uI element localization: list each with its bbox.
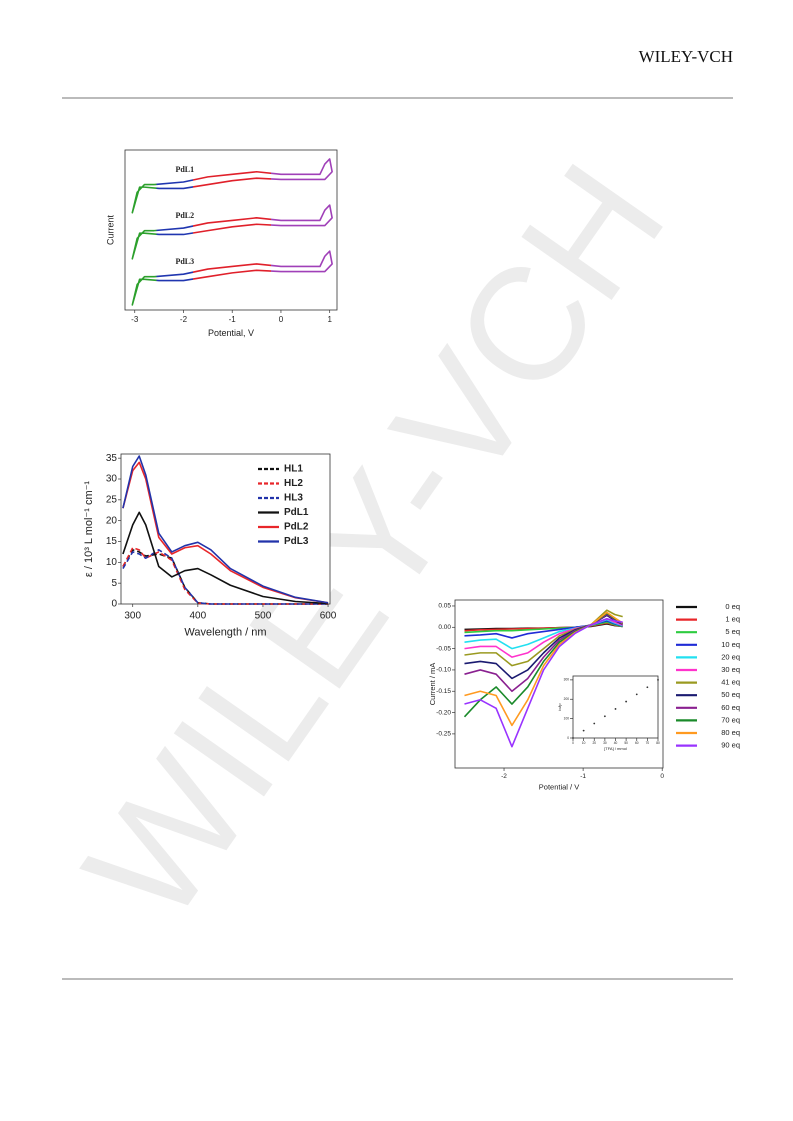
y-tick-label: -0.20 [436, 709, 451, 716]
y-tick-label: -0.15 [436, 688, 451, 695]
series-line [122, 549, 329, 605]
series-line [464, 611, 624, 727]
plot-frame [572, 675, 659, 739]
y-tick-label: 30 [106, 474, 118, 485]
x-tick-label: -2 [180, 315, 188, 324]
y-tick-label: 200 [564, 697, 570, 701]
scatter-point [603, 715, 606, 718]
y-axis-label: ε / 10³ L mol⁻¹ cm⁻¹ [83, 481, 95, 578]
x-tick-label: 60 [635, 741, 639, 745]
series-line [464, 621, 623, 634]
x-axis-label: Wavelength / nm [184, 627, 266, 639]
series-line [131, 250, 333, 306]
series-line [122, 461, 329, 604]
legend-label: PdL1 [284, 507, 309, 518]
x-tick-label: 300 [124, 611, 141, 622]
y-tick-label: 5 [111, 578, 117, 589]
x-tick-label: 0 [279, 315, 284, 324]
legend-label: 50 eq [721, 690, 740, 699]
legend-label: 70 eq [721, 715, 740, 724]
y-tick-label: 0.05 [438, 603, 451, 610]
legend-label: 5 eq [725, 627, 740, 636]
trace-label: PdL1 [175, 165, 194, 174]
legend-label: 10 eq [721, 640, 740, 649]
trace-label: PdL3 [175, 257, 194, 266]
y-tick-label: 20 [106, 515, 118, 526]
legend-label: 20 eq [721, 652, 740, 661]
y-tick-label: -0.05 [436, 645, 451, 652]
legend-label: PdL3 [284, 536, 309, 547]
y-tick-label: 100 [564, 716, 570, 720]
legend-label: 41 eq [721, 678, 740, 687]
y-axis-label: Current / mA [428, 663, 437, 706]
y-axis-label: ic/ip [557, 703, 562, 711]
x-tick-label: 600 [320, 611, 337, 622]
scatter-point [646, 686, 649, 689]
x-tick-label: -3 [131, 315, 139, 324]
scatter-point [625, 700, 628, 703]
x-tick-label: -2 [501, 773, 507, 780]
legend-label: 80 eq [721, 728, 740, 737]
y-tick-label: 15 [106, 536, 118, 547]
y-tick-label: 300 [564, 678, 570, 682]
series-line [122, 455, 329, 604]
series-line [464, 613, 624, 693]
y-tick-label: 0.00 [438, 624, 451, 631]
x-tick-label: 400 [189, 611, 206, 622]
x-tick-label: 10 [582, 741, 586, 745]
series-line [131, 158, 333, 214]
y-tick-label: -0.10 [436, 667, 451, 674]
y-tick-label: 35 [106, 453, 118, 464]
y-axis-label: Current [105, 214, 115, 245]
y-tick-label: 0 [567, 736, 569, 740]
series-line [122, 546, 329, 605]
y-tick-label: 10 [106, 557, 118, 568]
scatter-point [657, 678, 659, 681]
x-tick-label: 40 [614, 741, 618, 745]
x-tick-label: 80 [656, 741, 660, 745]
legend-label: 0 eq [725, 602, 740, 611]
series-line [122, 511, 329, 605]
scatter-point [582, 729, 585, 732]
x-tick-label: 50 [624, 741, 628, 745]
x-tick-label: 20 [592, 741, 596, 745]
x-axis-label: [TFA] / mmol [604, 746, 627, 751]
legend-label: 60 eq [721, 703, 740, 712]
legend-label: 1 eq [725, 615, 740, 624]
publisher: WILEY-VCH [639, 47, 733, 66]
scatter-point [635, 693, 638, 696]
scatter-point [593, 722, 596, 725]
series-line [464, 617, 623, 748]
y-tick-label: 25 [106, 494, 118, 505]
x-tick-label: 500 [255, 611, 272, 622]
x-tick-label: 30 [603, 741, 607, 745]
x-tick-label: 0 [660, 773, 664, 780]
x-tick-label: -1 [580, 773, 586, 780]
x-axis-label: Potential, V [208, 328, 254, 338]
legend-label: 30 eq [721, 665, 740, 674]
x-tick-label: 70 [646, 741, 650, 745]
y-tick-label: 0 [111, 599, 117, 610]
x-axis-label: Potential / V [539, 782, 579, 791]
x-tick-label: 1 [327, 315, 332, 324]
legend-label: HL3 [284, 493, 303, 504]
series-line [464, 620, 623, 639]
trace-label: PdL2 [175, 211, 194, 220]
legend-label: PdL2 [284, 522, 309, 533]
legend-label: 90 eq [721, 741, 740, 750]
series-line [131, 204, 333, 260]
x-tick-label: -1 [229, 315, 237, 324]
legend-label: HL2 [284, 478, 303, 489]
series-line [464, 609, 623, 667]
scatter-point [572, 737, 574, 739]
y-tick-label: -0.25 [436, 731, 451, 738]
legend-label: HL1 [284, 464, 303, 475]
x-tick-label: 0 [572, 741, 574, 745]
scatter-point [614, 708, 617, 710]
